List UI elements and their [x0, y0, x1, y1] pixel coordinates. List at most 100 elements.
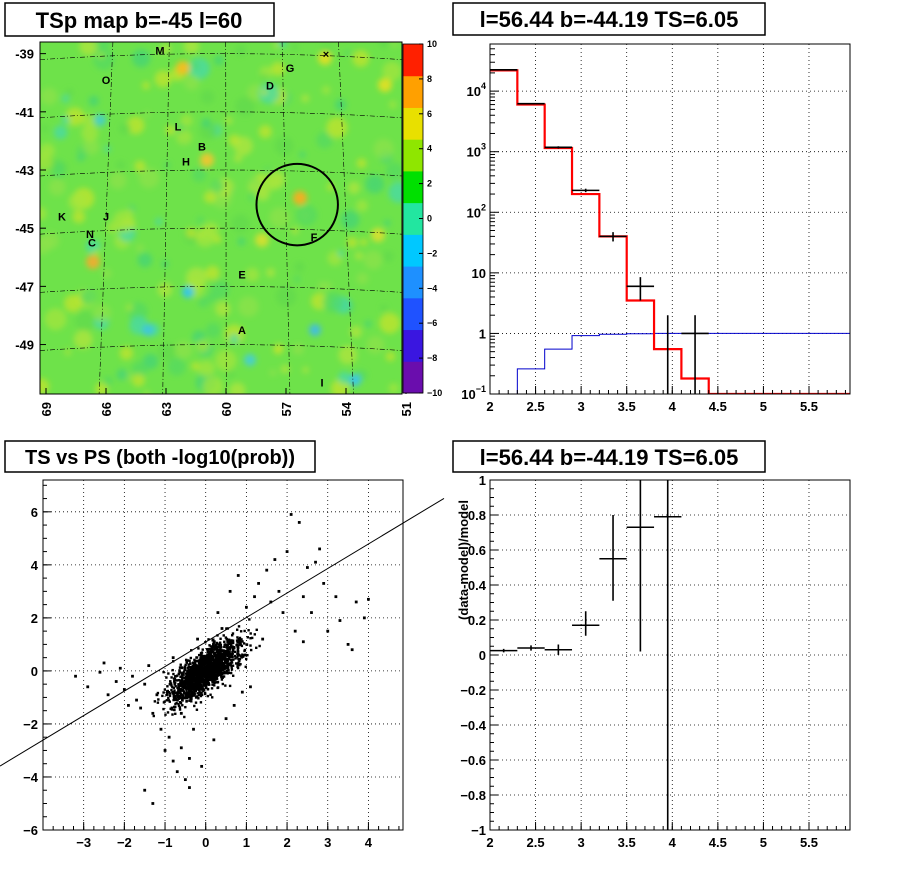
- scatter-point: [212, 738, 216, 742]
- scatter-point: [232, 649, 235, 653]
- source-label: H: [182, 156, 190, 168]
- scatter-point: [277, 589, 281, 593]
- scatter-point: [225, 657, 229, 661]
- colorbar-tick-label: 0: [427, 214, 432, 224]
- scatter-point: [190, 692, 194, 695]
- scatter-point: [171, 656, 175, 660]
- scatter-point: [234, 662, 238, 665]
- scatter-point: [191, 661, 195, 664]
- y-tick-label: -41: [15, 105, 34, 120]
- scatter-point: [188, 665, 191, 669]
- scatter-point: [217, 652, 220, 655]
- graticule-longitude-line: [281, 42, 291, 394]
- scatter-point: [194, 666, 197, 669]
- scatter-point: [174, 695, 177, 698]
- y-tick-label: −1: [471, 823, 486, 838]
- scatter-point: [106, 693, 110, 697]
- map-texture-blob: [215, 301, 231, 317]
- scatter-point: [231, 632, 235, 635]
- scatter-point: [176, 699, 179, 702]
- scatter-point: [210, 669, 213, 672]
- scatter-point: [179, 675, 182, 679]
- scatter-point: [217, 670, 220, 674]
- map-texture-blob: [302, 366, 309, 374]
- scatter-point: [220, 678, 224, 681]
- y-tick-exponent: 4: [481, 81, 486, 91]
- scatter-point: [175, 770, 179, 774]
- colorbar-tick-label: −8: [427, 353, 437, 363]
- scatter-point: [102, 661, 106, 665]
- scatter-point: [173, 708, 176, 712]
- map-texture-blob: [92, 304, 111, 323]
- scatter-point: [173, 698, 176, 701]
- map-texture-blob: [338, 345, 358, 365]
- scatter-point: [211, 656, 215, 659]
- scatter-point: [230, 661, 234, 664]
- scatter-point: [191, 666, 195, 669]
- map-texture-blob: [213, 235, 222, 244]
- scatter-point: [180, 679, 183, 683]
- scatter-point: [212, 662, 216, 665]
- scatter-point: [201, 685, 204, 688]
- scatter-point: [175, 674, 178, 678]
- map-texture-blob: [125, 303, 134, 312]
- graticule-latitude-line: [40, 169, 402, 177]
- scatter-point: [198, 666, 201, 669]
- map-texture-blob: [379, 312, 401, 334]
- scatter-point: [245, 657, 248, 661]
- scatter-point: [227, 638, 231, 641]
- scatter-point: [237, 657, 240, 661]
- scatter-point: [208, 676, 212, 679]
- scatter-point: [197, 659, 200, 663]
- scatter-point: [246, 636, 250, 639]
- scatter-point: [301, 640, 305, 644]
- scatter-point: [228, 651, 231, 654]
- graticule-longitude-line: [338, 42, 354, 394]
- map-texture-blob: [356, 158, 367, 169]
- map-coldspot: [94, 114, 106, 126]
- scatter-point: [181, 673, 184, 676]
- scatter-point: [143, 788, 147, 792]
- scatter-point: [209, 693, 212, 696]
- scatter-point: [192, 727, 195, 731]
- scatter-point: [196, 687, 199, 690]
- map-texture-blob: [191, 167, 207, 183]
- map-coldspot: [309, 324, 321, 336]
- scatter-point: [127, 703, 130, 707]
- x-tick-label: 69: [39, 402, 54, 416]
- scatter-point: [220, 627, 224, 630]
- scatter-point: [235, 643, 238, 647]
- scatter-point: [242, 642, 246, 645]
- x-tick-label: −3: [76, 835, 91, 850]
- scatter-point: [165, 699, 169, 702]
- scatter-point: [229, 655, 232, 658]
- map-texture-blob: [40, 87, 58, 106]
- scatter-point: [190, 680, 193, 684]
- scatter-point: [211, 661, 214, 664]
- x-tick-label: 5.5: [800, 399, 818, 414]
- cross-marker: ×: [323, 49, 329, 61]
- map-texture-blob: [155, 218, 163, 226]
- scatter-point: [212, 668, 215, 671]
- x-tick-label: 3.5: [618, 399, 636, 414]
- scatter-point: [162, 691, 165, 694]
- scatter-point: [188, 786, 191, 789]
- x-tick-label: −2: [117, 835, 132, 850]
- scatter-point: [195, 659, 198, 663]
- map-texture-blob: [229, 382, 246, 394]
- scatter-point: [174, 702, 177, 706]
- scatter-point: [194, 686, 197, 689]
- scatter-point: [208, 644, 211, 647]
- scatter-point: [326, 629, 330, 633]
- x-tick-label: 3.5: [618, 835, 636, 850]
- scatter-point: [223, 668, 226, 671]
- map-texture-blob: [197, 232, 204, 239]
- map-hotspot: [86, 255, 100, 269]
- scatter-point: [188, 672, 192, 675]
- scatter-point: [199, 677, 202, 680]
- scatter-point: [217, 643, 220, 646]
- scatter-point: [184, 675, 188, 678]
- scatter-point: [231, 650, 234, 654]
- scatter-point: [338, 619, 342, 622]
- scatter-point: [213, 645, 216, 648]
